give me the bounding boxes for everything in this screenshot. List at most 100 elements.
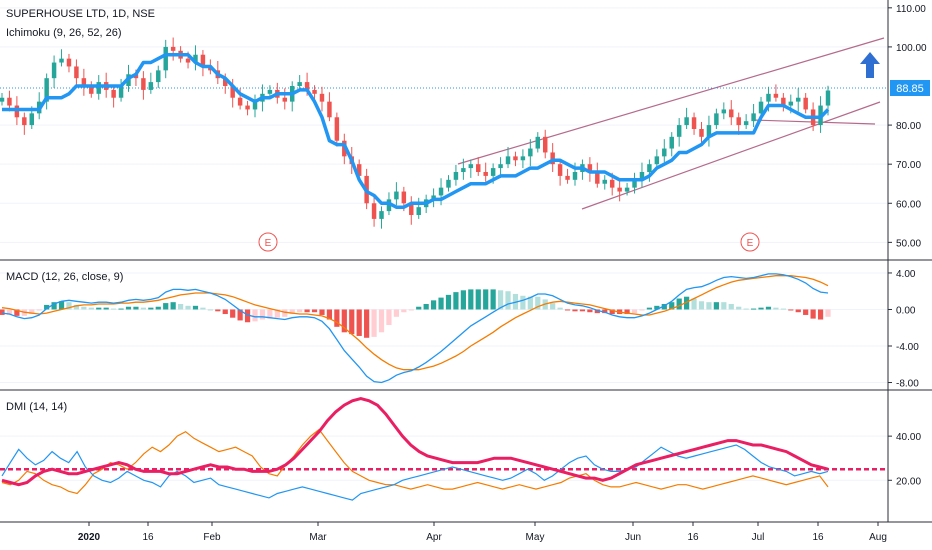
price-axis[interactable]: 110.00 100.00 80.00 70.00 60.00 50.00 — [888, 4, 927, 250]
candle-body — [446, 179, 451, 188]
price-axis-label: 110.00 — [896, 4, 926, 15]
time-axis-label: 2020 — [78, 532, 101, 543]
macd-histogram-bar — [810, 309, 816, 319]
candle — [721, 102, 727, 120]
macd-histogram-bar — [192, 305, 199, 310]
ichimoku-legend[interactable]: Ichimoku (9, 26, 52, 26) — [6, 27, 122, 39]
candle — [520, 149, 526, 169]
macd-histogram-bar — [788, 309, 794, 311]
candle — [453, 164, 459, 186]
candle-body — [751, 113, 756, 122]
macd-legend[interactable]: MACD (12, 26, close, 9) — [6, 271, 124, 283]
candle-body — [319, 93, 325, 102]
time-axis-label: 16 — [687, 532, 699, 543]
macd-histogram-bar — [609, 309, 615, 315]
dmi-pane[interactable]: 40.00 20.00 — [0, 397, 921, 501]
channel-upper-line[interactable] — [457, 37, 885, 165]
macd-histogram-bar — [341, 309, 347, 333]
candle-body — [148, 82, 154, 90]
macd-histogram-bar — [602, 309, 608, 314]
candle-body — [356, 164, 362, 176]
candle-body — [7, 97, 12, 106]
macd-histogram-bar — [58, 301, 65, 310]
macd-histogram-bar — [148, 307, 154, 310]
channel-lower-line[interactable] — [581, 101, 881, 210]
macd-histogram-bar — [750, 308, 757, 310]
price-pane[interactable]: E E 110.00 100.00 80.00 70.00 60.00 50.00 88.… — [0, 4, 930, 252]
macd-histogram-bar — [393, 309, 400, 317]
macd-histogram-bar — [706, 302, 712, 310]
candle-body — [565, 175, 570, 180]
macd-histogram-bar — [237, 309, 243, 321]
candle — [557, 159, 563, 186]
dmi-axis-label: 40.00 — [896, 432, 921, 443]
macd-histogram-bar — [401, 309, 407, 313]
dmi-axis[interactable]: 40.00 20.00 — [888, 432, 921, 487]
price-badge-label: 88.85 — [896, 83, 924, 95]
macd-histogram-bar — [259, 309, 266, 320]
candle-body — [803, 97, 808, 110]
candle-body — [706, 125, 712, 137]
macd-histogram-bar — [155, 306, 161, 310]
earnings-marker-1[interactable]: E — [258, 232, 278, 252]
candle-body — [141, 78, 146, 90]
macd-histogram-bar — [297, 309, 303, 313]
candle — [796, 88, 801, 112]
candle — [22, 112, 27, 135]
candle-body — [542, 136, 548, 153]
dmi-legend[interactable]: DMI (14, 14) — [6, 401, 68, 413]
earnings-marker-2[interactable]: E — [740, 232, 760, 252]
candle-body — [297, 82, 302, 86]
candle — [81, 68, 87, 96]
candle — [587, 157, 593, 182]
macd-histogram-bar — [200, 307, 206, 310]
candle-body — [550, 152, 555, 165]
candle-body — [29, 113, 34, 126]
candle-body — [81, 78, 87, 86]
macd-histogram-bar — [6, 309, 13, 315]
candle-body — [409, 203, 414, 215]
symbol-legend[interactable]: SUPERHOUSE LTD, 1D, NSE — [6, 8, 155, 20]
time-axis[interactable]: 2020 16 Feb Mar Apr May Jun 16 Jul 16 Aug — [78, 522, 887, 543]
candle-body — [669, 136, 674, 149]
macd-histogram-bar — [96, 307, 102, 310]
price-axis-label: 70.00 — [896, 160, 921, 171]
macd-histogram-bar — [371, 309, 377, 337]
candle-body — [609, 179, 615, 188]
macd-histogram-bar — [765, 306, 772, 310]
time-axis-label: Jun — [625, 532, 641, 543]
macd-histogram-bar — [282, 309, 288, 317]
macd-pane[interactable]: 4.00 0.00 -4.00 -8.00 — [0, 269, 919, 390]
macd-histogram-bar — [430, 300, 437, 310]
candle-body — [825, 90, 831, 106]
candle-body — [483, 172, 488, 176]
macd-histogram-bar — [118, 308, 124, 310]
macd-signal-line — [1, 275, 829, 371]
candle-body — [312, 89, 317, 94]
macd-axis[interactable]: 4.00 0.00 -4.00 -8.00 — [888, 269, 919, 390]
macd-histogram-bar — [163, 303, 169, 310]
macd-histogram-bar — [185, 305, 191, 310]
candle — [565, 168, 570, 184]
price-axis-label: 80.00 — [896, 121, 921, 132]
time-axis-label: 16 — [812, 532, 824, 543]
candle-body — [193, 54, 198, 63]
macd-histogram-bar — [639, 309, 645, 311]
candle — [327, 92, 332, 122]
candle — [684, 107, 689, 129]
macd-histogram-bar — [207, 309, 213, 311]
macd-histogram-bar — [661, 304, 667, 310]
candle — [483, 162, 488, 182]
candle — [654, 149, 660, 169]
macd-histogram-bar — [698, 301, 705, 310]
candle-body — [252, 101, 258, 110]
macd-histogram-bar — [73, 304, 80, 310]
candle-body — [520, 156, 526, 161]
macd-histogram-bar — [483, 289, 489, 310]
candle-body — [163, 46, 168, 71]
candle-body — [327, 101, 332, 118]
candle — [632, 172, 637, 194]
candle — [751, 103, 756, 128]
candle-body — [654, 156, 660, 165]
